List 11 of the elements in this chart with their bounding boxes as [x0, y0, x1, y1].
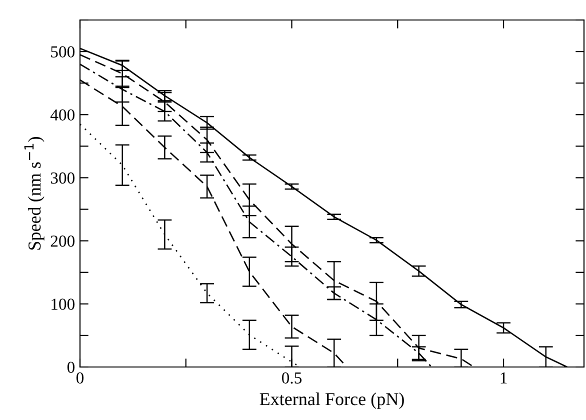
x-axis-title: External Force (pN) — [260, 392, 404, 409]
x-tick-label: 0.5 — [282, 372, 302, 384]
y-tick-label: 0 — [67, 362, 75, 373]
y-tick-label: 300 — [50, 172, 75, 184]
y-tick-label: 400 — [50, 109, 75, 121]
x-tick-label: 0 — [76, 372, 84, 384]
y-tick-label: 100 — [52, 298, 75, 310]
x-tick-label: 1 — [500, 372, 507, 384]
y-tick-label: 500 — [51, 46, 75, 58]
y-tick-label: 200 — [50, 236, 75, 247]
y-axis-title: Speed (nm s$^{−1}$) — [24, 137, 44, 250]
